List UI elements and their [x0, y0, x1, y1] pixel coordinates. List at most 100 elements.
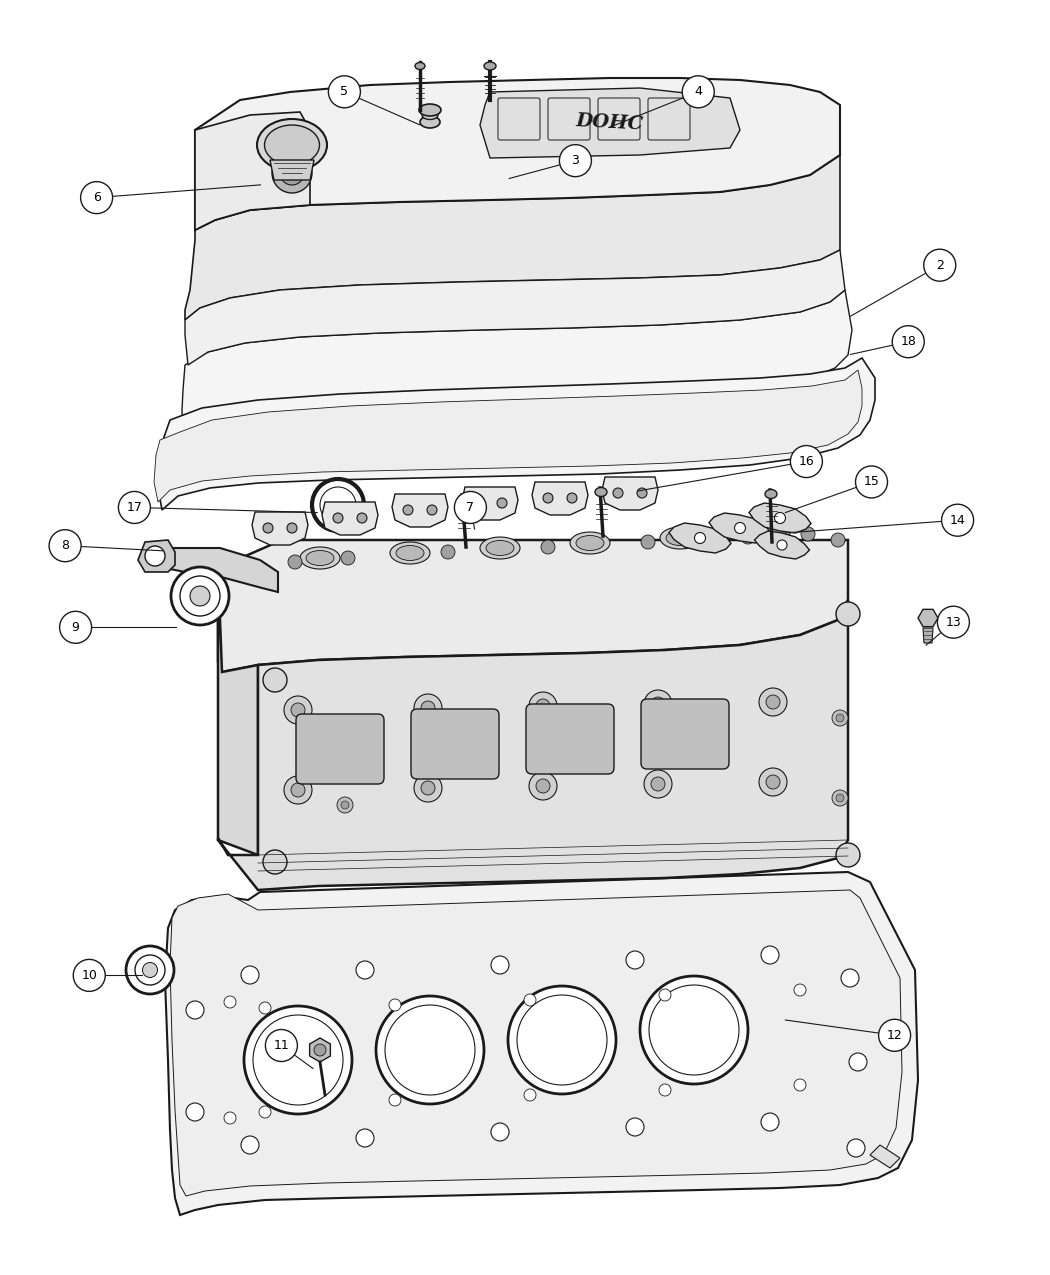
Circle shape — [341, 551, 355, 565]
Circle shape — [49, 529, 81, 562]
Ellipse shape — [666, 530, 694, 546]
Ellipse shape — [396, 546, 424, 561]
Circle shape — [529, 692, 557, 720]
Circle shape — [841, 969, 859, 987]
Polygon shape — [709, 513, 771, 543]
Circle shape — [491, 1123, 509, 1141]
Polygon shape — [669, 523, 731, 553]
Ellipse shape — [595, 487, 607, 496]
Circle shape — [761, 1113, 779, 1131]
Text: 6: 6 — [92, 191, 101, 204]
Text: 9: 9 — [71, 621, 80, 634]
Circle shape — [284, 696, 312, 724]
Circle shape — [291, 783, 304, 797]
Text: 2: 2 — [936, 259, 944, 272]
Circle shape — [280, 161, 304, 185]
Polygon shape — [870, 1145, 900, 1168]
Text: 11: 11 — [273, 1039, 290, 1052]
Circle shape — [924, 249, 956, 282]
Circle shape — [541, 541, 555, 555]
Circle shape — [613, 488, 623, 499]
Circle shape — [651, 697, 665, 711]
Circle shape — [637, 488, 647, 499]
Circle shape — [766, 695, 780, 709]
Ellipse shape — [480, 537, 520, 558]
Polygon shape — [322, 502, 378, 536]
Circle shape — [333, 513, 343, 523]
Circle shape — [777, 541, 788, 550]
Polygon shape — [154, 370, 862, 502]
Circle shape — [682, 75, 714, 108]
Ellipse shape — [265, 125, 319, 164]
Circle shape — [759, 688, 788, 717]
Circle shape — [357, 513, 367, 523]
Polygon shape — [923, 629, 933, 643]
Circle shape — [626, 951, 644, 969]
Polygon shape — [170, 890, 902, 1196]
Polygon shape — [138, 541, 175, 572]
Circle shape — [836, 602, 860, 626]
Circle shape — [321, 720, 329, 729]
Ellipse shape — [320, 487, 356, 523]
Text: 18: 18 — [900, 335, 917, 348]
FancyBboxPatch shape — [526, 704, 614, 774]
Circle shape — [329, 75, 360, 108]
Circle shape — [836, 714, 844, 722]
Ellipse shape — [570, 532, 610, 555]
Circle shape — [74, 959, 105, 992]
Text: 10: 10 — [81, 969, 98, 982]
Text: 3: 3 — [571, 154, 580, 167]
Text: 7: 7 — [466, 501, 475, 514]
Circle shape — [801, 527, 815, 541]
Circle shape — [836, 794, 844, 802]
Circle shape — [266, 1029, 297, 1062]
Circle shape — [242, 966, 259, 984]
Circle shape — [421, 701, 435, 715]
Ellipse shape — [126, 946, 174, 994]
Ellipse shape — [376, 996, 484, 1104]
Circle shape — [259, 1002, 271, 1014]
Circle shape — [224, 996, 236, 1009]
Polygon shape — [195, 78, 840, 230]
Circle shape — [388, 1000, 401, 1011]
Polygon shape — [532, 482, 588, 515]
Ellipse shape — [415, 62, 425, 70]
Circle shape — [831, 533, 845, 547]
Circle shape — [242, 1136, 259, 1154]
Polygon shape — [392, 493, 448, 527]
Ellipse shape — [143, 963, 158, 978]
Circle shape — [791, 445, 822, 478]
Circle shape — [659, 989, 671, 1001]
Circle shape — [287, 523, 297, 533]
Text: DOHC: DOHC — [575, 112, 645, 134]
Polygon shape — [252, 513, 308, 544]
Text: 12: 12 — [886, 1029, 903, 1042]
Circle shape — [832, 710, 848, 725]
Circle shape — [761, 946, 779, 964]
Ellipse shape — [419, 105, 441, 116]
Polygon shape — [310, 1038, 331, 1062]
Circle shape — [832, 790, 848, 806]
Ellipse shape — [257, 119, 327, 171]
Polygon shape — [218, 541, 848, 672]
Text: 17: 17 — [126, 501, 143, 514]
Circle shape — [659, 1084, 671, 1096]
Circle shape — [892, 325, 924, 358]
Circle shape — [644, 690, 672, 718]
Polygon shape — [165, 548, 278, 592]
Text: 14: 14 — [949, 514, 966, 527]
Circle shape — [942, 504, 973, 537]
Circle shape — [567, 493, 578, 504]
Text: 13: 13 — [945, 616, 962, 629]
FancyBboxPatch shape — [411, 709, 499, 779]
Circle shape — [626, 1118, 644, 1136]
Circle shape — [421, 782, 435, 796]
Text: 5: 5 — [340, 85, 349, 98]
Polygon shape — [918, 609, 938, 626]
Circle shape — [536, 699, 550, 713]
Ellipse shape — [135, 955, 165, 986]
Circle shape — [262, 668, 287, 692]
Circle shape — [284, 776, 312, 805]
Ellipse shape — [190, 586, 210, 606]
Polygon shape — [185, 250, 845, 365]
